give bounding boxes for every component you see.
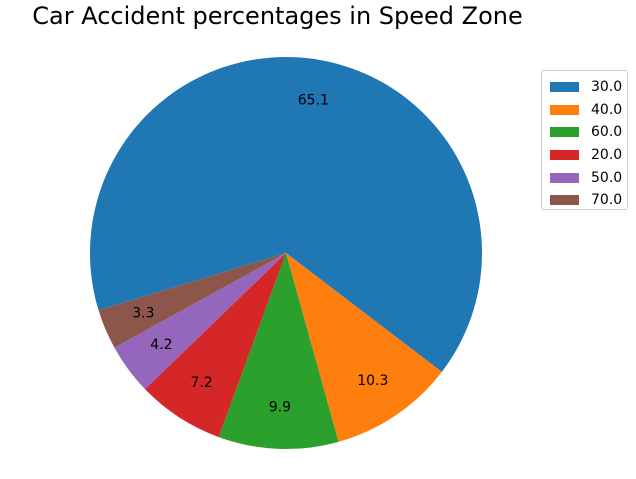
legend-item: 60.0 (550, 121, 627, 144)
legend-label: 30.0 (591, 79, 623, 96)
legend-label: 50.0 (591, 169, 623, 186)
chart-title: Car Accident percentages in Speed Zone (32, 2, 523, 30)
pie-slice-20-0 (145, 253, 286, 438)
slice-value-label: 9.9 (269, 400, 291, 416)
pie-slice-40-0 (286, 253, 442, 442)
pie-slice-30-0 (90, 56, 483, 372)
legend-swatch (550, 104, 579, 115)
legend-label: 40.0 (591, 101, 623, 118)
pie-slice-70-0 (98, 253, 286, 348)
slice-value-label: 7.2 (190, 375, 212, 391)
legend: 30.0 40.0 60.0 20.0 50.0 70.0 (541, 70, 628, 210)
pie-slice-60-0 (218, 253, 339, 449)
legend-label: 70.0 (591, 192, 623, 209)
legend-item: 50.0 (550, 166, 627, 189)
legend-swatch (550, 82, 579, 93)
legend-swatch (550, 172, 579, 183)
pie-slice-50-0 (114, 253, 286, 390)
legend-swatch (550, 195, 579, 206)
slice-value-label: 3.3 (132, 305, 154, 321)
legend-item: 40.0 (550, 99, 627, 122)
slice-value-label: 10.3 (357, 373, 388, 389)
legend-label: 60.0 (591, 124, 623, 141)
legend-item: 20.0 (550, 144, 627, 167)
legend-item: 30.0 (550, 76, 627, 99)
legend-item: 70.0 (550, 189, 627, 212)
legend-swatch (550, 127, 579, 138)
slice-value-label: 65.1 (298, 93, 329, 109)
legend-label: 20.0 (591, 147, 623, 164)
legend-swatch (550, 150, 579, 161)
slice-value-label: 4.2 (150, 337, 172, 353)
